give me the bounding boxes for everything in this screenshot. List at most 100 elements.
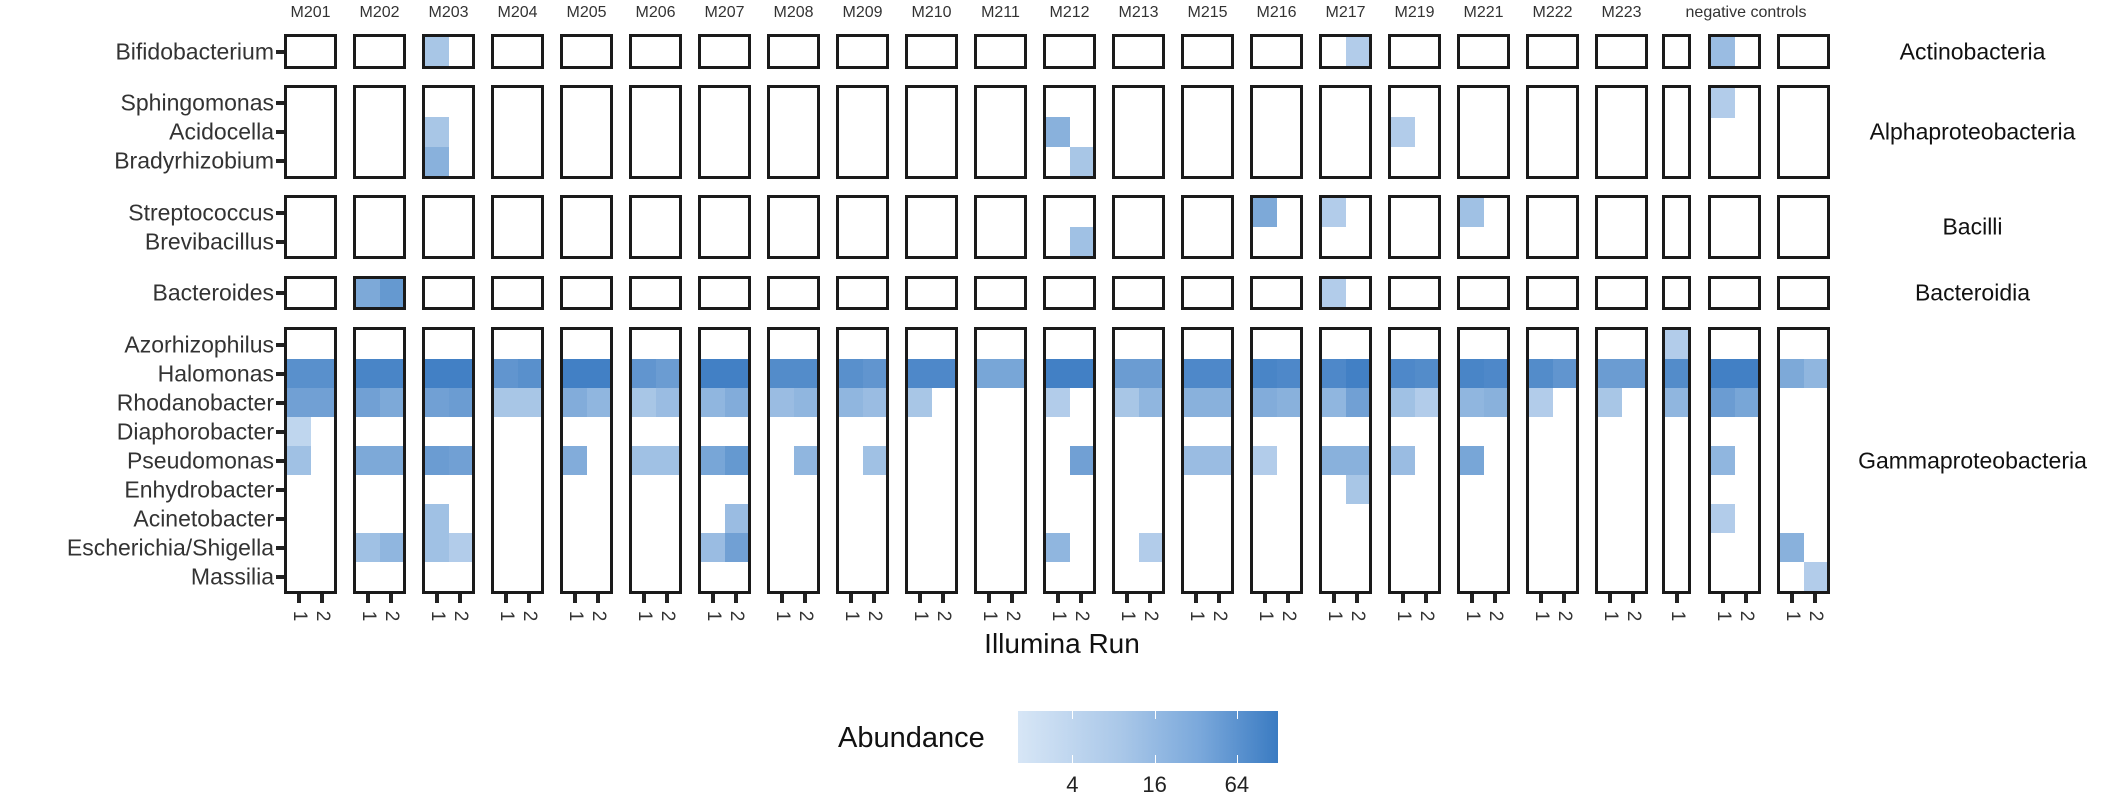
facet-panel-M210-alphaproteobacteria [905,85,958,179]
heat-cell [563,446,587,475]
facet-panel-M208-actinobacteria [767,34,820,69]
facet-panel-M210-bacilli [905,195,958,259]
facet-panel-M202-alphaproteobacteria [353,85,406,179]
heat-cell [724,504,748,533]
heat-cell [1711,388,1735,417]
heat-cell [310,359,334,388]
heat-cell [1780,359,1804,388]
heat-cell [1483,388,1507,417]
facet-panel-M206-gammaproteobacteria [629,327,682,594]
y-label-enhydrobacter: Enhydrobacter [124,476,274,502]
facet-panel-M219-bacteroidia [1388,276,1441,310]
x-tick [365,594,370,603]
x-tick [641,594,646,603]
x-tick-label: 2 [933,610,955,622]
y-label-bifidobacterium: Bifidobacterium [115,38,274,64]
x-tick [1400,594,1405,603]
x-tick-label: 2 [726,610,748,622]
x-tick [1331,594,1336,603]
facet-panel-M216-gammaproteobacteria [1250,327,1303,594]
facet-panel-NC2-actinobacteria [1708,34,1761,69]
heat-cell [1391,359,1415,388]
x-tick [1124,594,1129,603]
heat-cell [1253,446,1277,475]
heat-cell [793,446,817,475]
facet-panel-M203-actinobacteria [422,34,475,69]
x-tick-label: 1 [702,610,724,622]
x-tick-label: 2 [381,610,403,622]
facet-panel-M204-alphaproteobacteria [491,85,544,179]
facet-panel-M204-bacteroidia [491,276,544,310]
facet-panel-M208-bacilli [767,195,820,259]
strip-label-M216: M216 [1256,4,1297,21]
facet-panel-M206-actinobacteria [629,34,682,69]
heat-cell [1046,359,1070,388]
heat-cell [356,388,380,417]
x-tick [803,594,808,603]
heat-cell [908,359,932,388]
strip-label-M202: M202 [359,4,400,21]
heat-cell [1460,198,1484,227]
heat-cell [1115,359,1139,388]
x-tick-label: 2 [450,610,472,622]
x-tick-label: 2 [588,610,610,622]
heat-cell [379,359,403,388]
facet-panel-M205-alphaproteobacteria [560,85,613,179]
facet-panel-M201-actinobacteria [284,34,337,69]
strip-label-M217: M217 [1325,4,1366,21]
x-tick-label: 1 [288,610,310,622]
facet-panel-M217-actinobacteria [1319,34,1372,69]
y-tick [276,400,284,405]
x-tick [527,594,532,603]
facet-panel-M207-bacilli [698,195,751,259]
legend-tick-label: 64 [1224,772,1250,797]
heat-cell [356,446,380,475]
facet-panel-M208-gammaproteobacteria [767,327,820,594]
heat-cell [1414,388,1438,417]
x-tick-label: 2 [1347,610,1369,622]
facet-panel-M204-gammaproteobacteria [491,327,544,594]
facet-panel-M223-gammaproteobacteria [1595,327,1648,594]
x-tick [1813,594,1818,603]
heat-cell [1069,146,1093,176]
x-tick-label: 1 [1461,610,1483,622]
y-tick [276,429,284,434]
facet-panel-M212-alphaproteobacteria [1043,85,1096,179]
facet-panel-M222-gammaproteobacteria [1526,327,1579,594]
y-label-sphingomonas: Sphingomonas [120,89,274,116]
x-tick [848,594,853,603]
heat-cell [1207,359,1231,388]
x-tick [941,594,946,603]
facet-panel-NC1-alphaproteobacteria [1662,85,1691,179]
x-tick-label: 1 [1530,610,1552,622]
heat-cell [1207,446,1231,475]
strip-label-M222: M222 [1532,4,1573,21]
legend-tick-mark [1154,755,1156,763]
heat-cell [1322,279,1346,307]
facet-panel-NC1-gammaproteobacteria [1662,327,1691,594]
y-tick [276,545,284,550]
x-tick-label: 1 [771,610,793,622]
x-tick-label: 1 [495,610,517,622]
x-tick-label: 1 [1254,610,1276,622]
facet-panel-M207-gammaproteobacteria [698,327,751,594]
y-tick [276,100,284,105]
x-tick [1720,594,1725,603]
heat-cell [862,446,886,475]
y-tick [276,291,284,295]
legend-tick-mark [1072,711,1074,719]
heat-cell [1665,388,1688,417]
x-tick-label: 2 [1623,610,1645,622]
strip-label-M221: M221 [1463,4,1504,21]
facet-panel-M203-gammaproteobacteria [422,327,475,594]
facet-panel-M209-bacteroidia [836,276,889,310]
heat-cell [1711,37,1735,66]
heat-cell [701,388,725,417]
facet-panel-M206-bacteroidia [629,276,682,310]
x-tick-label: 2 [1485,610,1507,622]
heat-cell [287,388,311,417]
x-axis-title: Illumina Run [984,628,1140,659]
facet-panel-M207-actinobacteria [698,34,751,69]
x-tick [734,594,739,603]
heat-cell [1046,533,1070,562]
